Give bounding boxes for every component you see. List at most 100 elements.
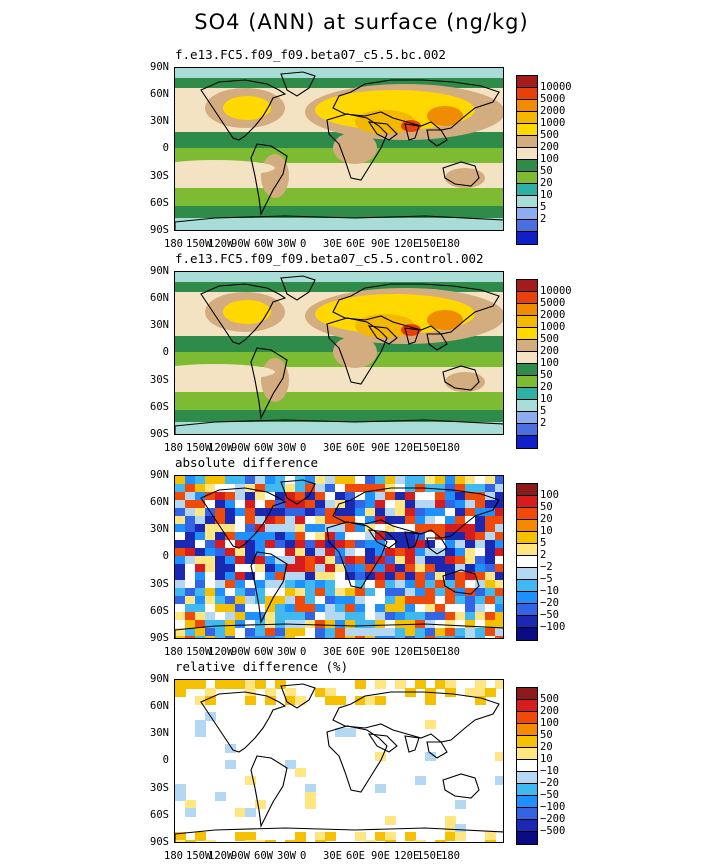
southeast-asia-coastline [426, 333, 448, 351]
legend-swatch [517, 280, 537, 292]
legend-label: 50 [540, 165, 553, 177]
map-plot [174, 67, 504, 231]
legend-label: 1000 [540, 321, 566, 333]
panel-title: f.e13.FC5.f09_f09.beta07_c5.5.control.00… [175, 251, 484, 266]
lon-tick-label: 150W [186, 238, 212, 250]
africa-coastline [326, 521, 388, 589]
eurasia-coastline [332, 487, 500, 539]
south-america-coastline [250, 143, 288, 216]
legend-swatch [517, 424, 537, 436]
legend-label: 2 [540, 213, 547, 225]
legend-swatch [517, 700, 537, 712]
legend-swatch [517, 724, 537, 736]
legend-label: 10 [540, 393, 553, 405]
legend-label: 20 [540, 381, 553, 393]
legend-swatch [517, 100, 537, 112]
lat-tick-label: 30N [150, 523, 169, 535]
legend-swatch [517, 784, 537, 796]
greenland-coastline [280, 71, 316, 97]
map-field [175, 68, 503, 230]
panel-title: f.e13.FC5.f09_f09.beta07_c5.5.bc.002 [175, 47, 446, 62]
legend-label: −200 [540, 813, 566, 825]
south-america-coastline [250, 755, 288, 828]
legend-swatch [517, 736, 537, 748]
legend-swatch [517, 328, 537, 340]
legend-swatch [517, 832, 537, 844]
color-legend-bar [516, 483, 538, 641]
lon-tick-label: 0 [300, 646, 307, 658]
lon-tick-label: 120E [394, 850, 420, 862]
legend-swatch [517, 292, 537, 304]
india-coastline [404, 735, 420, 753]
legend-swatch [517, 196, 537, 208]
legend-swatch [517, 604, 537, 616]
lat-tick-label: 60N [150, 88, 169, 100]
lon-tick-label: 120E [394, 646, 420, 658]
antarctica-coastline [175, 623, 503, 638]
arabia-coastline [367, 325, 398, 345]
north-america-coastline [200, 79, 287, 141]
legend-swatch [517, 304, 537, 316]
legend-swatch [517, 580, 537, 592]
legend-swatch [517, 172, 537, 184]
legend-label: −500 [540, 825, 566, 837]
lon-tick-label: 180 [441, 442, 460, 454]
legend-label: 500 [540, 693, 559, 705]
legend-label: 2000 [540, 105, 566, 117]
lat-tick-label: 90S [150, 836, 169, 848]
legend-swatch [517, 544, 537, 556]
legend-label: −2 [540, 561, 553, 573]
lon-tick-label: 90E [371, 442, 390, 454]
legend-label: 20 [540, 513, 553, 525]
lat-tick-label: 0 [162, 142, 169, 154]
legend-swatch [517, 808, 537, 820]
lat-tick-label: 60N [150, 292, 169, 304]
lon-tick-label: 30W [277, 442, 296, 454]
lat-tick-label: 30S [150, 782, 169, 794]
africa-coastline [326, 113, 388, 181]
color-legend-bar [516, 279, 538, 449]
lat-tick-label: 90N [150, 265, 169, 277]
south-america-coastline [250, 551, 288, 624]
lon-tick-label: 30W [277, 646, 296, 658]
lat-tick-label: 30N [150, 319, 169, 331]
eurasia-coastline [332, 283, 500, 335]
arabia-coastline [367, 121, 398, 141]
legend-swatch [517, 148, 537, 160]
legend-swatch [517, 208, 537, 220]
legend-label: 200 [540, 705, 559, 717]
legend-swatch [517, 136, 537, 148]
legend-swatch [517, 436, 537, 448]
north-america-coastline [200, 691, 287, 753]
lat-tick-label: 0 [162, 550, 169, 562]
lon-tick-label: 90E [371, 646, 390, 658]
lon-tick-label: 180 [441, 646, 460, 658]
legend-label: 500 [540, 333, 559, 345]
legend-label: −10 [540, 765, 559, 777]
legend-label: 5 [540, 405, 547, 417]
south-america-coastline [250, 347, 288, 420]
lat-tick-label: 30N [150, 115, 169, 127]
legend-label: 100 [540, 489, 559, 501]
lon-tick-label: 30W [277, 850, 296, 862]
lon-tick-label: 150E [417, 238, 443, 250]
legend-label: 50 [540, 729, 553, 741]
lon-tick-label: 90W [231, 850, 250, 862]
antarctica-coastline [175, 827, 503, 842]
lat-tick-label: 30S [150, 578, 169, 590]
lon-tick-label: 30E [323, 238, 342, 250]
lon-tick-label: 60W [254, 646, 273, 658]
panel-title: absolute difference [175, 455, 318, 470]
greenland-coastline [280, 275, 316, 301]
lat-tick-label: 0 [162, 754, 169, 766]
africa-coastline [326, 317, 388, 385]
legend-swatch [517, 496, 537, 508]
lat-tick-label: 60S [150, 605, 169, 617]
legend-swatch [517, 184, 537, 196]
arabia-coastline [367, 529, 398, 549]
legend-label: −50 [540, 789, 559, 801]
lon-tick-label: 0 [300, 850, 307, 862]
africa-coastline [326, 725, 388, 793]
lat-tick-label: 60S [150, 197, 169, 209]
lon-tick-label: 60W [254, 442, 273, 454]
